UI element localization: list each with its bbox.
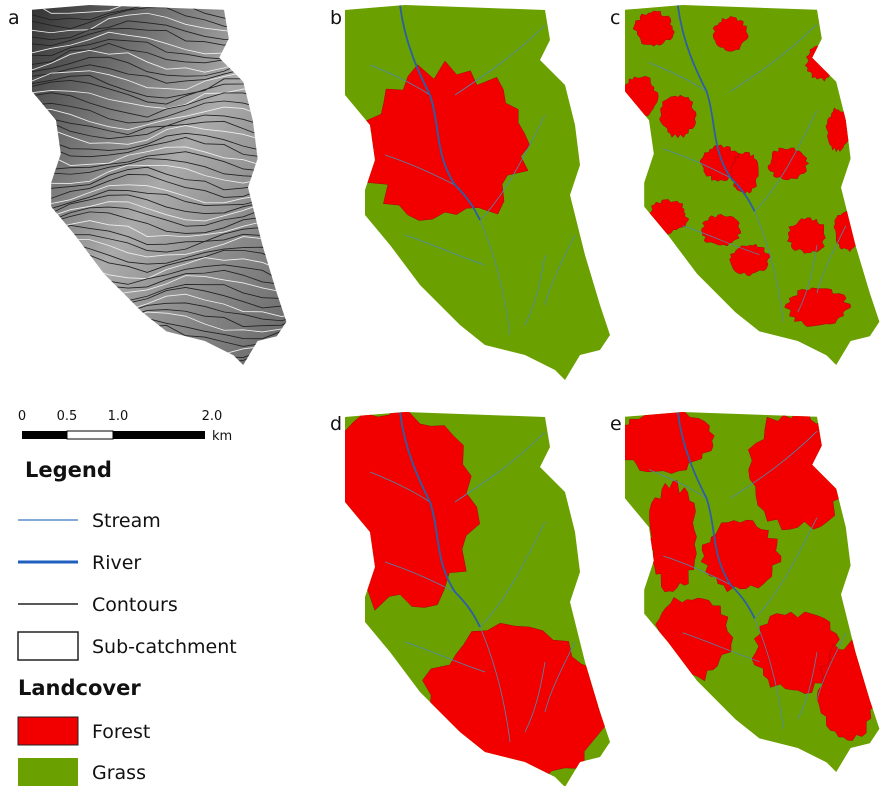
scale-label: 1.0 [108,409,129,424]
map-panel [621,5,880,365]
scale-label: 0 [18,409,26,424]
landcover-item: Forest [92,721,150,743]
contour [22,365,300,384]
map-panel [613,407,879,772]
legend-title: Legend [25,458,112,482]
legend-item: Stream [92,510,161,532]
panel-label: d [330,413,342,435]
scale-label: 0.5 [57,409,78,424]
legend-item: Contours [92,594,178,616]
map-panel [326,401,610,786]
map-panel [22,0,300,384]
contour [22,355,300,377]
scale-label: 2.0 [202,409,223,424]
panel-label: b [330,7,342,29]
panel-label: c [610,7,620,29]
scale-bar: 0 0.5 1.0 2.0 km [18,409,232,444]
contour [22,350,300,372]
legend-item: Sub-catchment [92,636,237,658]
map-panel [345,5,610,380]
catchment [32,5,286,365]
panel-label: e [610,413,622,435]
contour [22,342,300,366]
legend-item: River [92,552,141,574]
figure: a b c d e 0 0.5 1.0 2.0 km Legend Stream… [0,0,880,786]
panel-label: a [8,7,20,29]
landcover-item: Grass [92,762,146,784]
legend: Legend Stream River Contours Sub-catchme… [18,458,237,786]
maps [22,0,879,786]
scale-unit: km [212,429,232,444]
landcover-title: Landcover [18,676,141,700]
